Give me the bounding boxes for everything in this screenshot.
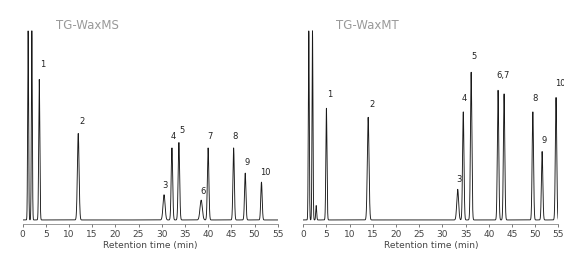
X-axis label: Retention time (min): Retention time (min) <box>384 241 478 251</box>
Text: 8: 8 <box>532 94 537 103</box>
Text: 5: 5 <box>471 52 477 61</box>
Text: TG-WaxMS: TG-WaxMS <box>56 19 118 32</box>
Text: 2: 2 <box>369 100 374 109</box>
Text: 1: 1 <box>327 90 333 99</box>
Text: 5: 5 <box>179 126 184 135</box>
Text: 8: 8 <box>233 132 238 141</box>
Text: 10: 10 <box>554 79 564 88</box>
Text: 3: 3 <box>456 175 462 184</box>
Text: 6: 6 <box>200 187 206 196</box>
Text: 4: 4 <box>170 132 176 141</box>
Text: 7: 7 <box>207 132 213 141</box>
Text: 4: 4 <box>462 94 467 103</box>
Text: 1: 1 <box>41 60 46 69</box>
Text: 9: 9 <box>245 158 250 167</box>
Text: 6,7: 6,7 <box>496 71 509 80</box>
Text: 2: 2 <box>79 117 85 126</box>
X-axis label: Retention time (min): Retention time (min) <box>103 241 197 251</box>
Text: 3: 3 <box>162 181 168 190</box>
Text: TG-WaxMT: TG-WaxMT <box>336 19 399 32</box>
Text: 9: 9 <box>541 136 547 144</box>
Text: 10: 10 <box>260 168 271 177</box>
